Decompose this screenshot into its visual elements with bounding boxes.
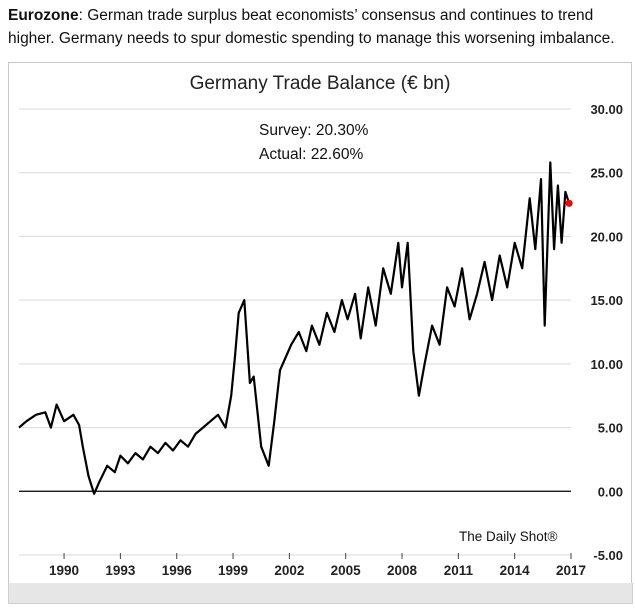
y-tick-label: -5.00 — [593, 548, 623, 563]
chart-title: Germany Trade Balance (€ bn) — [190, 73, 451, 94]
y-tick-label: 30.00 — [590, 102, 623, 117]
source-label: The Daily Shot® — [459, 529, 558, 544]
chart-frame: -5.00 0.00 5.00 10.00 15.00 20.00 25.00 30.00 1… — [8, 62, 632, 584]
x-tick-label: 2014 — [500, 563, 531, 578]
latest-value-marker — [565, 199, 573, 207]
y-tick-label: 15.00 — [590, 293, 623, 308]
x-tick-label: 2008 — [387, 563, 418, 578]
caption-text: : German trade surplus beat economists’ … — [8, 7, 615, 47]
y-tick-label: 5.00 — [598, 421, 623, 436]
grid-lines — [19, 108, 571, 556]
x-tick-label: 1990 — [49, 563, 79, 578]
x-tick-label: 2005 — [331, 563, 362, 578]
y-axis: -5.00 0.00 5.00 10.00 15.00 20.00 25.00 30.00 — [590, 102, 623, 563]
x-tick-label: 2002 — [274, 563, 304, 578]
actual-annotation: Actual: 22.60% — [259, 146, 363, 163]
caption-lead: Eurozone — [8, 7, 79, 24]
caption: Eurozone: German trade surplus beat econ… — [8, 4, 628, 50]
series-line — [18, 161, 571, 495]
footer-bar — [8, 583, 633, 604]
survey-annotation: Survey: 20.30% — [259, 122, 369, 139]
trade-balance-chart: -5.00 0.00 5.00 10.00 15.00 20.00 25.00 30.00 1… — [18, 73, 623, 578]
x-tick-label: 1999 — [218, 563, 248, 578]
x-tick-label: 2017 — [556, 563, 586, 578]
x-axis: 1990 1993 1996 1999 2002 2005 2008 2011 2014 2017 — [49, 553, 586, 578]
y-tick-label: 25.00 — [590, 166, 623, 181]
y-tick-label: 10.00 — [590, 357, 623, 372]
x-tick-label: 1996 — [162, 563, 193, 578]
x-tick-label: 1993 — [105, 563, 136, 578]
y-tick-label: 0.00 — [598, 484, 623, 499]
x-tick-label: 2011 — [444, 563, 474, 578]
y-tick-label: 20.00 — [590, 229, 623, 244]
